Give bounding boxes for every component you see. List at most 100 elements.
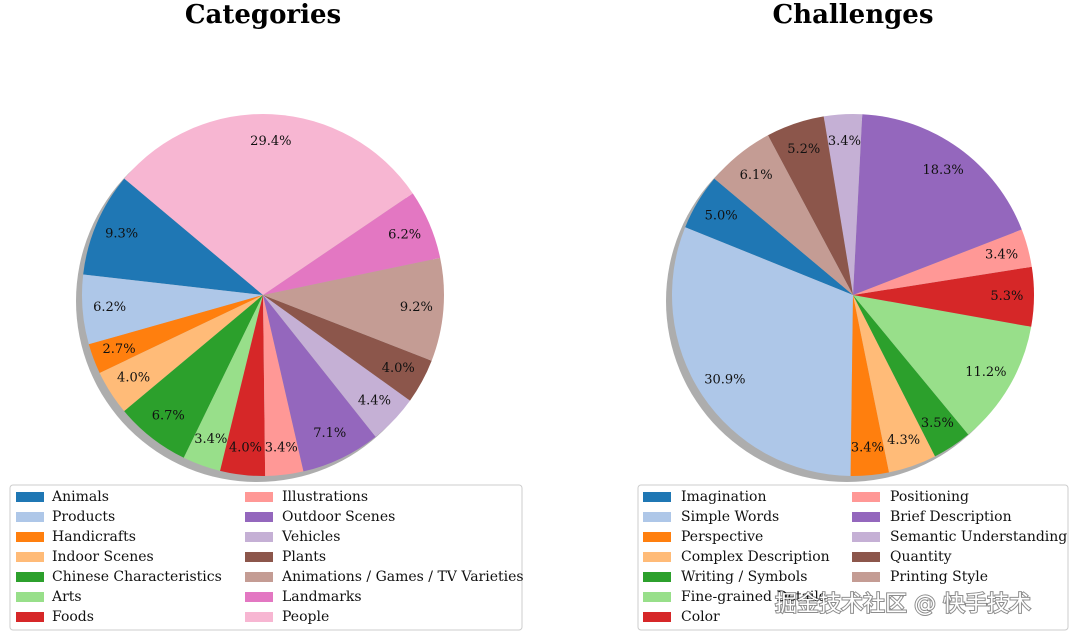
pie-slice <box>853 295 969 457</box>
legend-swatch <box>852 492 880 502</box>
value-label: 5.2% <box>787 142 820 157</box>
legend-label: Fine-grained Details <box>681 589 826 605</box>
value-label: 3.4% <box>194 432 227 447</box>
pie-slice <box>672 227 853 476</box>
value-label: 5.3% <box>990 289 1023 304</box>
legend-swatch <box>16 492 44 502</box>
legend-label: Illustrations <box>282 489 368 505</box>
legend-swatch <box>16 572 44 582</box>
pie-slice <box>124 113 413 295</box>
legend-label: Color <box>681 609 720 625</box>
legend-label: Vehicles <box>281 529 340 545</box>
value-label: 4.0% <box>382 361 415 376</box>
legend-label: Printing Style <box>890 569 988 585</box>
legend-label: Writing / Symbols <box>681 569 807 585</box>
legend-label: Plants <box>282 549 326 565</box>
legend-swatch <box>16 592 44 602</box>
legend-label: Brief Description <box>890 509 1012 525</box>
pie-slice <box>263 193 441 295</box>
legend-swatch <box>643 512 671 522</box>
legend-label: Complex Description <box>681 549 830 565</box>
value-label: 6.1% <box>740 168 773 183</box>
pie-slice <box>82 274 263 345</box>
legend-label: Arts <box>51 589 82 605</box>
legend-label: Chinese Characteristics <box>52 569 222 585</box>
value-label: 3.4% <box>851 441 884 456</box>
legend-swatch <box>245 592 273 602</box>
pie-slice <box>714 135 853 295</box>
legend-swatch <box>852 572 880 582</box>
legend-label: Imagination <box>681 489 767 505</box>
pie-slice <box>263 295 432 401</box>
pie-slice <box>853 114 1022 295</box>
pie-slice <box>263 295 411 437</box>
legend-swatch <box>245 532 273 542</box>
legend-label: Handicrafts <box>52 529 136 545</box>
pie-slice <box>220 295 266 476</box>
legend-swatch <box>245 492 273 502</box>
pie-slice <box>685 178 853 295</box>
legend-swatch <box>16 612 44 622</box>
value-label: 6.2% <box>388 227 421 242</box>
value-label: 30.9% <box>704 373 745 388</box>
value-label: 5.0% <box>705 208 738 223</box>
chart-title: Challenges <box>772 0 933 30</box>
pie-slice <box>853 295 936 473</box>
legend-swatch <box>245 552 273 562</box>
value-label: 18.3% <box>922 163 963 178</box>
legend-label: Perspective <box>681 529 763 545</box>
legend-swatch <box>852 512 880 522</box>
pie-slice <box>88 295 263 373</box>
legend-swatch <box>16 552 44 562</box>
legend-swatch <box>643 552 671 562</box>
legend-label: Products <box>52 509 115 525</box>
legend-label: Indoor Scenes <box>52 549 154 565</box>
value-label: 4.4% <box>358 394 391 409</box>
value-label: 3.4% <box>985 247 1018 262</box>
pie-slice <box>183 295 263 471</box>
legend-swatch <box>245 512 273 522</box>
value-label: 4.0% <box>229 440 262 455</box>
legend-label: Simple Words <box>681 509 779 525</box>
pie-slice <box>263 295 304 476</box>
legend-label: Animals <box>51 489 109 505</box>
legend-swatch <box>643 532 671 542</box>
value-label: 3.4% <box>828 134 861 149</box>
pie-slice <box>767 116 853 295</box>
pie-slice <box>853 266 1034 327</box>
legend-swatch <box>643 572 671 582</box>
value-label: 4.0% <box>117 371 150 386</box>
pie-slice <box>124 295 263 458</box>
legend-swatch <box>852 532 880 542</box>
watermark: 掘金技术社区 @ 快手技术 <box>775 592 1031 617</box>
value-label: 6.2% <box>93 300 126 315</box>
value-label: 3.5% <box>921 416 954 431</box>
pie-slice <box>853 295 1032 435</box>
legend-swatch <box>245 612 273 622</box>
legend-label: Landmarks <box>282 589 362 605</box>
legend-label: Outdoor Scenes <box>282 509 395 525</box>
legend-swatch <box>643 612 671 622</box>
legend-swatch <box>852 552 880 562</box>
pie-slice <box>83 178 263 295</box>
legend-label: Foods <box>52 609 94 625</box>
value-label: 11.2% <box>965 365 1006 380</box>
pie-slice <box>263 295 376 472</box>
legend-swatch <box>643 492 671 502</box>
legend-swatch <box>16 532 44 542</box>
pie-slice <box>853 229 1032 295</box>
value-label: 29.4% <box>250 134 291 149</box>
pie-slice <box>263 257 444 361</box>
value-label: 9.3% <box>105 227 138 242</box>
value-label: 3.4% <box>265 440 298 455</box>
chart-title: Categories <box>185 0 341 30</box>
value-label: 7.1% <box>313 426 346 441</box>
pie-slice <box>823 114 863 296</box>
legend-swatch <box>16 512 44 522</box>
legend-label: People <box>282 609 329 625</box>
pie-slice <box>850 295 890 476</box>
value-label: 6.7% <box>152 409 185 424</box>
legend-label: Positioning <box>890 489 969 505</box>
pie-slice <box>99 295 263 412</box>
